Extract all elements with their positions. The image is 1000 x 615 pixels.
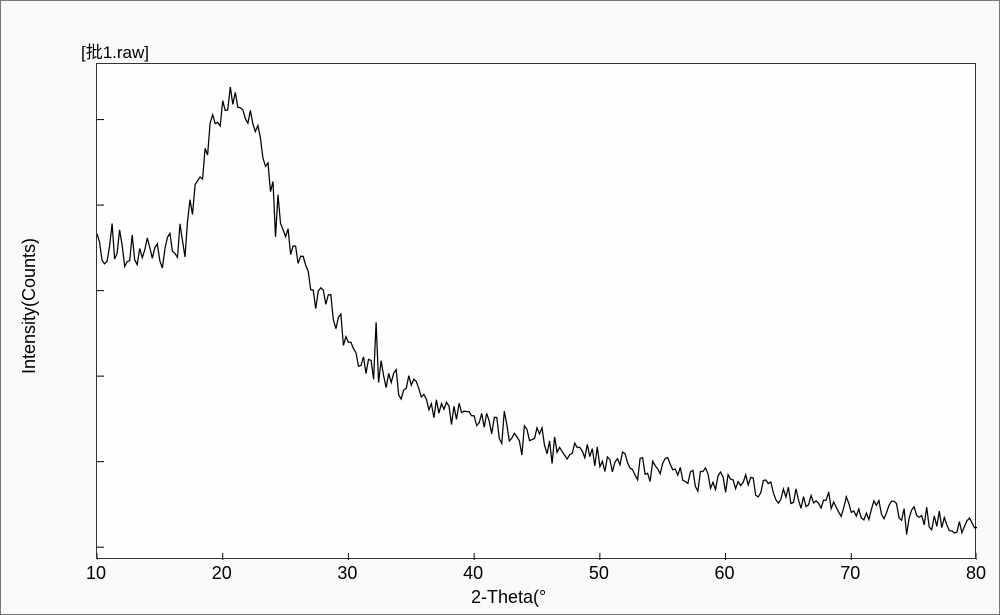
plot-area bbox=[96, 63, 976, 559]
x-tick-label: 20 bbox=[212, 563, 232, 584]
chart-outer-frame: [批1.raw] Intensity(Counts) 1002003004005… bbox=[0, 0, 1000, 615]
x-tick-label: 70 bbox=[840, 563, 860, 584]
x-tick-label: 30 bbox=[337, 563, 357, 584]
xrd-trace bbox=[97, 87, 977, 535]
x-tick-label: 60 bbox=[715, 563, 735, 584]
plot-svg bbox=[97, 64, 977, 560]
y-axis-label: Intensity(Counts) bbox=[19, 196, 40, 416]
x-tick-label: 80 bbox=[966, 563, 986, 584]
x-tick-label: 10 bbox=[86, 563, 106, 584]
x-tick-label: 40 bbox=[463, 563, 483, 584]
series-label: [批1.raw] bbox=[81, 38, 149, 63]
x-axis-label: 2-Theta(° bbox=[471, 587, 546, 608]
x-tick-label: 50 bbox=[589, 563, 609, 584]
